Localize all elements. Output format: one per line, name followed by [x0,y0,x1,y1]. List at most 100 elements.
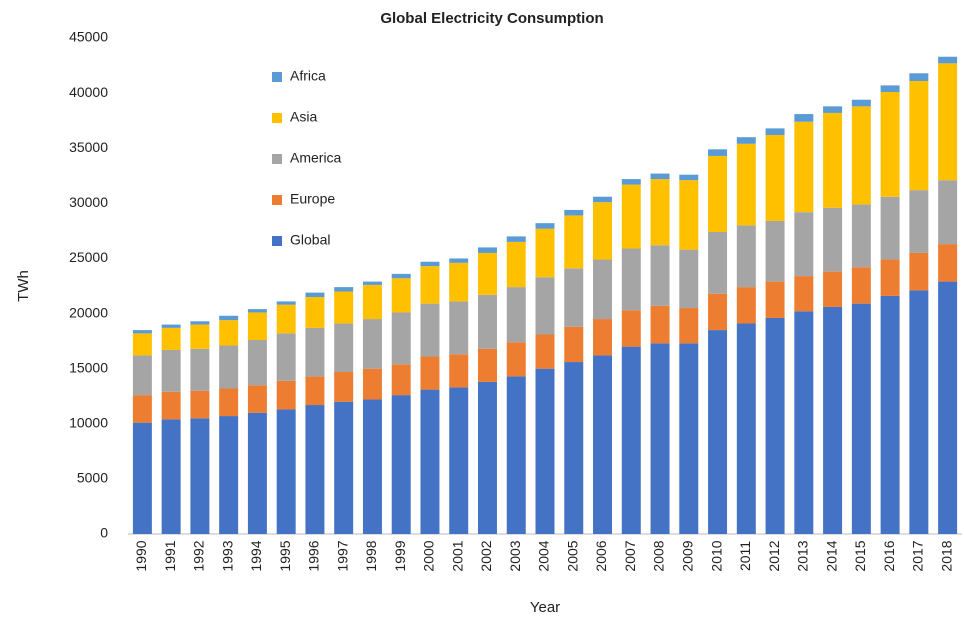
x-tick-label: 2000 [421,540,437,571]
bar-segment [219,388,239,417]
bar-segment [765,134,785,221]
bar-segment [506,236,526,242]
bar-segment [420,356,440,390]
x-tick-label: 2009 [679,540,695,571]
bar-segment [650,173,670,180]
bar-segment [593,202,613,260]
legend-swatch [272,72,282,82]
x-tick-label: 2014 [823,540,839,571]
bar-segment [420,389,440,534]
bar-segment [391,312,411,365]
bar-segment [621,248,641,311]
bar-segment [708,149,728,156]
x-tick-label: 2010 [708,540,724,571]
bar-segment [880,295,900,534]
bar-segment [535,277,555,335]
x-tick-label: 2003 [507,540,523,571]
bar-segment [161,324,181,328]
bar-segment [190,321,210,325]
x-tick-label: 1997 [334,540,350,571]
bar-segment [477,348,497,382]
x-tick-label: 1993 [219,540,235,571]
bar-segment [564,268,584,327]
x-tick-label: 2012 [766,540,782,571]
bar-segment [880,85,900,93]
x-tick-label: 2006 [593,540,609,571]
x-tick-label: 2011 [737,541,753,571]
bar-segment [305,297,325,328]
bar-segment [391,395,411,534]
bar-segment [765,220,785,282]
bar-segment [161,349,181,392]
bar-segment [477,252,497,295]
bar-segment [909,73,929,81]
bar-segment [938,56,958,64]
bar-segment [621,346,641,534]
legend-swatch [272,113,282,123]
bar-segment [794,121,814,213]
x-tick-label: 2005 [564,540,580,571]
bar-segment [593,196,613,203]
bar-segment [219,416,239,534]
bar-segment [909,252,929,291]
bar-segment [334,287,354,292]
bar-segment [449,354,469,388]
legend-label: Europe [290,191,335,207]
bar-segment [506,287,526,343]
bar-segment [247,412,267,534]
bar-segment [276,409,296,534]
bar-segment [477,294,497,349]
bar-segment [708,293,728,331]
x-tick-label: 2015 [852,540,868,571]
bar-segment [880,92,900,197]
x-tick-label: 2013 [795,540,811,571]
bar-segment [362,281,382,285]
y-axis-label: TWh [15,270,32,302]
x-tick-label: 1994 [248,540,264,571]
y-tick-label: 20000 [69,304,108,320]
bar-segment [564,362,584,534]
bar-segment [736,287,756,324]
bar-segment [132,395,152,423]
bar-segment [851,303,871,534]
bar-segment [650,245,670,306]
bar-segment [621,179,641,185]
bar-segment [564,209,584,216]
bar-segment [477,247,497,253]
bar-segment [535,223,555,229]
bar-segment [132,330,152,334]
bar-segment [190,348,210,391]
bar-segment [736,323,756,534]
bar-segment [362,319,382,369]
x-tick-label: 1995 [277,540,293,571]
bar-segment [334,291,354,324]
bar-segment [334,323,354,372]
x-tick-label: 1992 [191,540,207,571]
bar-segment [276,333,296,381]
bar-segment [621,184,641,249]
x-tick-label: 1996 [306,540,322,571]
bar-segment [420,303,440,357]
bar-segment [247,340,267,386]
x-tick-label: 2008 [651,540,667,571]
bar-segment [679,174,699,181]
bar-segment [219,320,239,346]
bar-segment [161,327,181,350]
bar-segment [880,196,900,260]
bar-segment [247,309,267,313]
bar-segment [794,212,814,277]
x-tick-label: 2002 [478,540,494,571]
bar-segment [708,231,728,294]
bar-segment [909,80,929,191]
y-tick-label: 10000 [69,414,108,430]
y-tick-label: 0 [100,525,108,541]
legend-swatch [272,154,282,164]
y-tick-label: 40000 [69,84,108,100]
bar-segment [219,345,239,389]
bar-segment [190,390,210,419]
bar-segment [765,317,785,534]
bar-segment [823,112,843,208]
bar-segment [132,355,152,396]
bar-segment [362,399,382,534]
